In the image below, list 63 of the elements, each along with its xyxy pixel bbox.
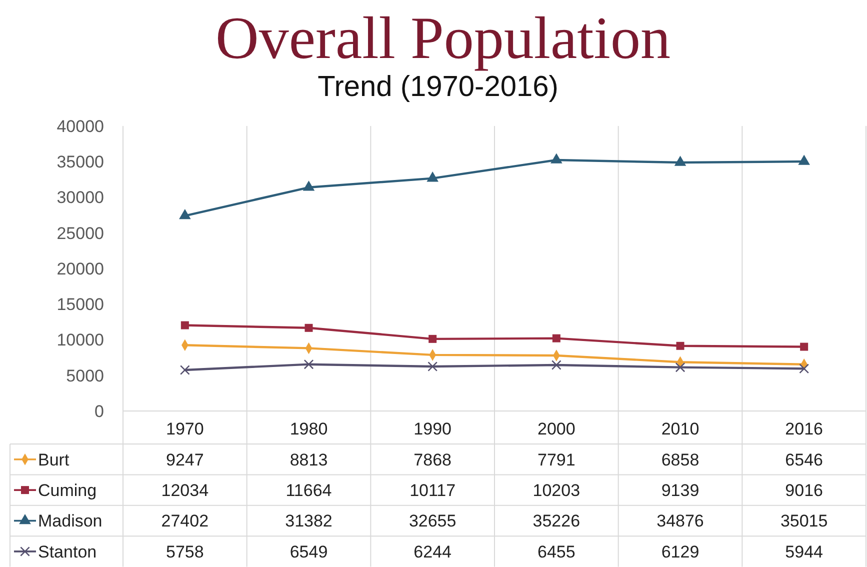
x-tick-label: 2000 [538,419,576,438]
point [304,359,314,370]
y-tick-label: 0 [94,402,104,421]
point [304,324,313,332]
data-label: 5944 [785,542,823,562]
point [675,362,686,372]
data-label: 6546 [785,450,823,470]
legend-label: Burt [38,450,70,470]
point [302,180,315,191]
y-tick-label: 10000 [56,330,104,350]
point [550,153,562,164]
point [180,365,190,375]
data-label: 9247 [166,450,204,470]
data-label: 27402 [161,512,209,531]
legend-label: Stanton [38,542,97,562]
x-tick-label: 2010 [661,419,700,438]
x-tick-label: 1990 [414,419,452,438]
data-label: 6244 [414,542,452,562]
point [799,364,810,374]
point [179,208,191,220]
point [180,321,189,330]
data-label: 8813 [290,450,328,470]
chart-title: Overall Population [216,5,670,71]
data-label: 10117 [410,481,456,500]
point [552,334,560,342]
data-label: 34876 [656,512,704,531]
data-label: 7868 [414,450,452,470]
point [426,172,438,182]
chart-subtitle: Trend (1970-2016) [318,71,558,103]
y-tick-label: 15000 [56,295,104,314]
data-label: 11664 [286,481,332,500]
point [674,156,686,166]
x-tick-label: 2016 [785,419,823,438]
y-tick-label: 40000 [56,116,104,136]
data-label: 9016 [785,481,823,500]
data-label: 31382 [285,512,332,531]
y-tick-label: 35000 [56,152,104,172]
data-label: 10203 [532,481,580,500]
data-label: 12034 [161,481,209,500]
point [676,342,684,350]
point [798,154,810,165]
data-label: 5758 [166,542,204,562]
data-label: 7791 [538,450,576,470]
data-label: 32655 [408,512,456,531]
y-tick-label: 5000 [66,366,104,386]
point [428,362,438,372]
point [551,360,562,370]
data-label: 6858 [661,450,700,470]
y-tick-label: 20000 [56,259,104,278]
data-label: 6129 [661,542,700,562]
data-label: 9139 [661,481,700,500]
point [428,334,437,343]
data-label: 35226 [532,512,580,531]
legend-label: Madison [38,512,102,531]
data-label: 35015 [780,512,828,531]
legend-label: Cuming [38,481,97,500]
data-label: 6549 [290,542,328,562]
point [800,342,808,351]
y-tick-label: 30000 [56,188,104,208]
x-tick-label: 1970 [166,419,204,438]
y-tick-label: 25000 [56,224,104,243]
x-tick-label: 1980 [290,419,328,438]
data-label: 6455 [538,542,576,562]
